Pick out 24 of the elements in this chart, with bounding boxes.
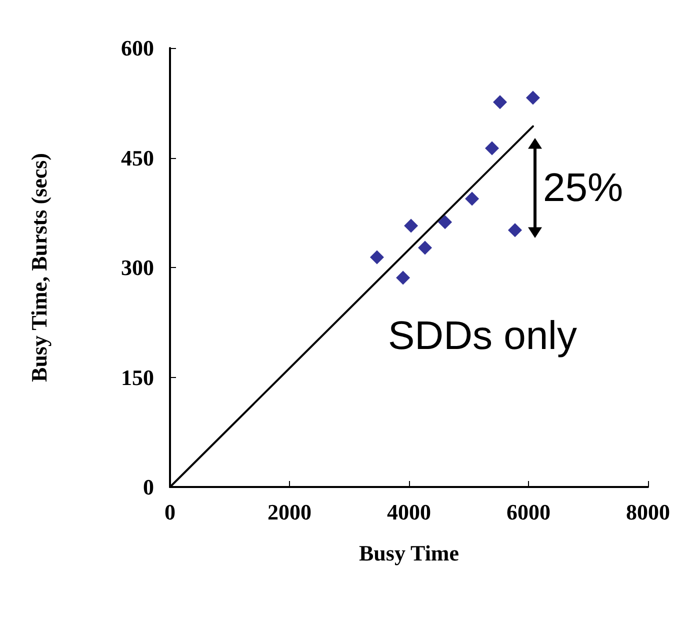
point <box>465 192 480 206</box>
point <box>526 90 540 105</box>
y-tick-label: 600 <box>121 36 154 60</box>
point <box>484 141 499 156</box>
y-tick-label: 0 <box>143 474 154 500</box>
y-tick-label: 450 <box>121 145 154 170</box>
x-tick-label: 2000 <box>268 500 312 524</box>
point <box>438 215 452 230</box>
y-axis-title: Busy Time, Bursts (secs) <box>26 153 52 382</box>
annotation: 25% <box>543 166 624 210</box>
point <box>508 223 522 238</box>
point <box>370 250 384 264</box>
x-tick-label: 0 <box>164 500 176 524</box>
x-tick-label: 6000 <box>506 500 550 524</box>
annotation: SDDs only <box>388 314 577 358</box>
x-axis-title: Busy Time <box>358 540 460 566</box>
x-tick-label: 8000 <box>626 500 670 524</box>
point <box>404 218 418 233</box>
point <box>396 270 410 285</box>
point <box>418 240 432 255</box>
point <box>493 95 507 110</box>
y-tick-label: 300 <box>121 255 154 280</box>
x-tick-label: 4000 <box>387 500 431 524</box>
y-tick-label: 150 <box>121 364 154 390</box>
